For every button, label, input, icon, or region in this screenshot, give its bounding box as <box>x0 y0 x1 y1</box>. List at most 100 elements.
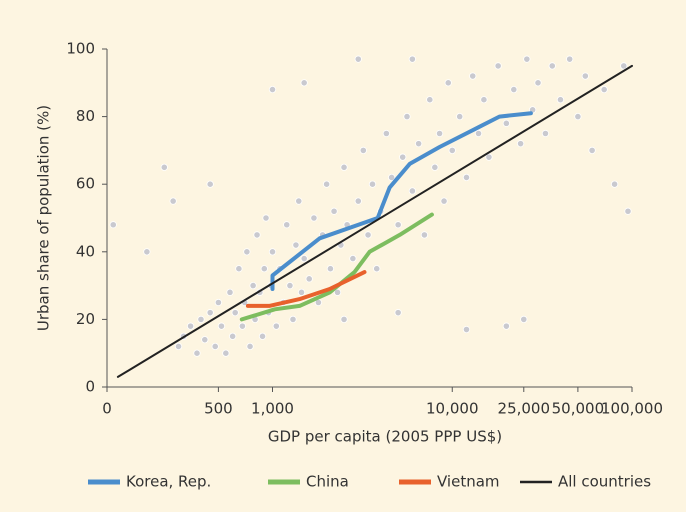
series-line <box>270 111 533 291</box>
scatter-point <box>206 309 214 317</box>
scatter-point <box>330 207 338 215</box>
scatter-point <box>238 322 247 330</box>
scatter-point <box>444 79 452 87</box>
scatter-point <box>243 248 251 256</box>
scatter-point <box>197 315 205 323</box>
scatter-point <box>394 309 402 317</box>
y-tick-label: 40 <box>76 242 95 260</box>
scatter-point <box>286 281 294 290</box>
scatter-point <box>624 207 632 215</box>
x-tick-label: 1,000 <box>251 400 294 418</box>
scatter-point <box>516 140 525 148</box>
series-line <box>116 64 633 378</box>
scatter-point <box>292 241 300 249</box>
scatter-point <box>435 129 444 138</box>
scatter-point <box>574 113 582 121</box>
scatter-point <box>610 180 619 188</box>
scatter-point <box>300 79 308 87</box>
scatter-point <box>415 140 423 148</box>
scatter-point <box>431 163 439 171</box>
scatter-point <box>399 153 407 161</box>
scatter-point <box>502 322 510 330</box>
scatter-point <box>469 72 477 80</box>
y-tick-label: 80 <box>76 107 95 125</box>
scatter-point <box>403 113 411 121</box>
x-tick-label: 10,000 <box>426 400 479 418</box>
scatter-point <box>354 197 362 205</box>
scatter-point <box>229 332 237 340</box>
scatter-point <box>456 113 464 121</box>
scatter-point <box>462 173 471 182</box>
scatter-point <box>249 281 257 290</box>
legend-label: All countries <box>558 473 651 491</box>
y-tick-label: 60 <box>76 175 95 193</box>
scatter-point <box>566 55 574 63</box>
scatter-point <box>262 214 270 222</box>
scatter-point <box>462 325 471 334</box>
scatter-point <box>340 315 348 323</box>
scatter-point <box>217 322 226 330</box>
scatter-point <box>333 288 342 296</box>
scatter-point <box>534 79 542 87</box>
scatter-point <box>268 85 277 94</box>
scatter-point <box>260 265 268 273</box>
scatter-point <box>289 315 297 323</box>
scatter-point <box>214 298 223 307</box>
scatter-point <box>548 62 556 70</box>
scatter-point <box>426 96 434 104</box>
scatter-point <box>541 129 550 138</box>
scatter-point <box>523 55 531 63</box>
scatter-point <box>143 248 151 256</box>
scatter-point <box>480 96 488 104</box>
scatter-point <box>231 309 239 317</box>
scatter-point <box>222 349 230 357</box>
legend-label: China <box>306 473 349 491</box>
scatter-point <box>520 315 528 323</box>
scatter-point <box>408 187 416 195</box>
scatter-point <box>305 275 313 283</box>
scatter-point <box>268 248 277 256</box>
x-tick-label: 500 <box>204 400 233 418</box>
scatter-point <box>326 265 335 273</box>
scatter-point <box>620 62 628 70</box>
scatter-point <box>494 62 502 70</box>
scatter-point <box>201 336 209 344</box>
scatter-point <box>310 214 318 222</box>
legend-label: Vietnam <box>437 473 500 491</box>
scatter-point <box>160 163 168 171</box>
x-tick-label: 25,000 <box>498 400 551 418</box>
scatter-point <box>340 163 348 171</box>
legend-label: Korea, Rep. <box>126 473 211 491</box>
scatter-point <box>448 146 456 154</box>
y-tick-label: 100 <box>66 40 95 58</box>
scatter-point <box>258 332 267 340</box>
scatter-point <box>556 96 565 104</box>
scatter-point <box>581 72 589 80</box>
y-axis-label: Urban share of population (%) <box>35 105 53 331</box>
scatter-point <box>388 173 396 182</box>
scatter-point <box>510 85 518 94</box>
x-tick-label: 100,000 <box>601 400 663 418</box>
scatter-point <box>408 55 416 63</box>
scatter-point <box>600 85 608 94</box>
series-line <box>245 270 367 308</box>
scatter-point <box>300 254 308 263</box>
scatter-point <box>354 55 362 63</box>
scatter-point <box>235 265 243 273</box>
scatter-point <box>502 119 510 127</box>
scatter-point <box>373 265 381 273</box>
scatter-point <box>420 231 429 239</box>
scatter-point <box>272 322 280 330</box>
scatter-point <box>364 231 372 239</box>
x-tick-label: 0 <box>102 400 112 418</box>
scatter-point <box>169 197 177 205</box>
x-axis-label: GDP per capita (2005 PPP US$) <box>268 428 502 446</box>
y-tick-label: 0 <box>85 378 95 396</box>
scatter-point <box>109 221 117 229</box>
y-tick-label: 20 <box>76 310 95 328</box>
scatter-point <box>440 197 448 205</box>
scatter-point <box>174 342 183 351</box>
x-tick-label: 50,000 <box>552 400 605 418</box>
